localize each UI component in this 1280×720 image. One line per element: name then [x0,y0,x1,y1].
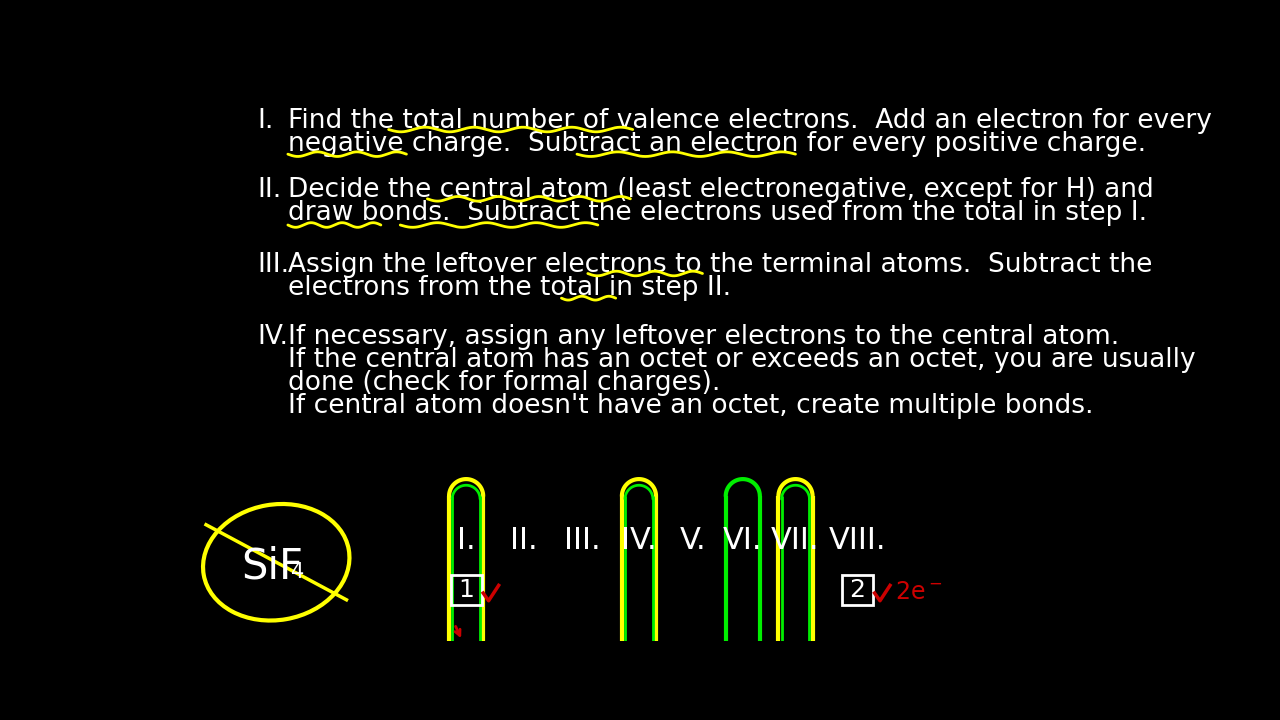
Text: done (check for formal charges).: done (check for formal charges). [288,370,721,396]
Text: V.: V. [680,526,707,555]
Text: If necessary, assign any leftover electrons to the central atom.: If necessary, assign any leftover electr… [288,323,1119,349]
Text: Assign the leftover electrons to the terminal atoms.  Subtract the: Assign the leftover electrons to the ter… [288,252,1152,278]
Text: If the central atom has an octet or exceeds an octet, you are usually: If the central atom has an octet or exce… [288,346,1196,373]
Text: Find the total number of valence electrons.  Add an electron for every: Find the total number of valence electro… [288,108,1212,134]
Text: draw bonds.  Subtract the electrons used from the total in step I.: draw bonds. Subtract the electrons used … [288,200,1147,226]
Text: If central atom doesn't have an octet, create multiple bonds.: If central atom doesn't have an octet, c… [288,393,1093,419]
Text: VIII.: VIII. [828,526,886,555]
Text: III.: III. [564,526,600,555]
Text: IV.: IV. [257,323,288,349]
Bar [842,575,873,605]
Text: negative charge.  Subtract an electron for every positive charge.: negative charge. Subtract an electron fo… [288,131,1146,157]
Text: III.: III. [257,252,289,278]
Text: 4: 4 [291,562,303,582]
Bar [451,575,481,605]
Text: I.: I. [257,108,273,134]
Text: electrons from the total in step II.: electrons from the total in step II. [288,275,731,301]
Text: 2e$^-$: 2e$^-$ [895,580,942,603]
Text: II.: II. [257,177,282,203]
Text: VI.: VI. [723,526,763,555]
Text: VII.: VII. [772,526,819,555]
Text: IV.: IV. [621,526,657,555]
Text: SiF: SiF [242,545,303,587]
Text: I.: I. [457,526,475,555]
Text: 2: 2 [850,578,865,602]
Text: Decide the central atom (least electronegative, except for H) and: Decide the central atom (least electrone… [288,177,1153,203]
Text: 1: 1 [458,578,474,602]
Text: II.: II. [511,526,538,555]
